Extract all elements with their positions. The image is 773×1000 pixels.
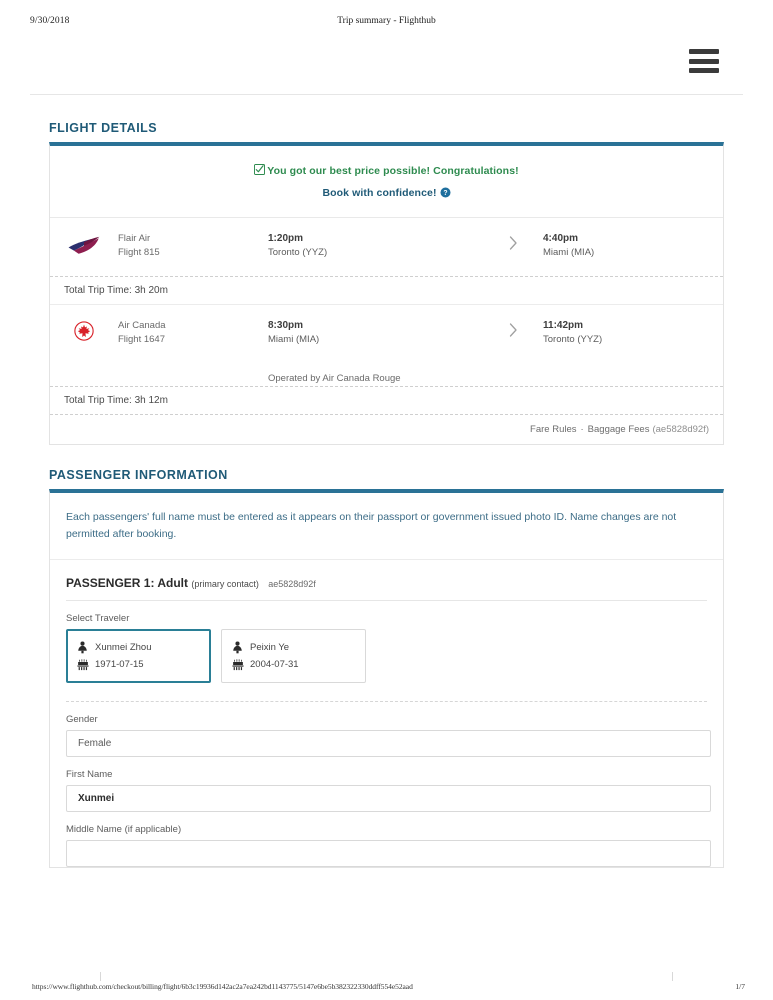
flight-leg-2: Air Canada Flight 1647 8:30pm Miami (MIA… (50, 305, 723, 363)
flight-leg-1-airline: Flair Air Flight 815 (118, 232, 268, 260)
traveler-name-line: Peixin Ye (232, 639, 355, 656)
traveler-card-xunmei-zhou[interactable]: Xunmei Zhou (66, 629, 211, 683)
birthday-cake-icon (232, 658, 250, 671)
flight-leg-1: Flair Air Flight 815 1:20pm Toronto (YYZ… (50, 218, 723, 276)
traveler-name: Peixin Ye (250, 642, 290, 653)
best-price-message: You got our best price possible! Congrat… (50, 163, 723, 178)
form-divider (66, 701, 707, 702)
flight-details-panel: You got our best price possible! Congrat… (49, 142, 724, 445)
departure-airport: Miami (MIA) (268, 334, 320, 345)
arrival-time: 4:40pm (543, 233, 579, 244)
print-header: 9/30/2018 Trip summary - Flighthub (0, 16, 773, 38)
chevron-right-icon (483, 232, 543, 253)
passenger-information-panel: Each passengers' full name must be enter… (49, 489, 724, 868)
book-confidence-text: Book with confidence! (322, 187, 437, 199)
footer-url: https://www.flighthub.com/checkout/billi… (32, 982, 413, 991)
first-name-label: First Name (66, 769, 113, 780)
person-icon (232, 641, 250, 654)
flight-leg-2-departure: 8:30pm Miami (MIA) (268, 319, 483, 347)
site-header (30, 40, 743, 95)
flight-number: Flight 1647 (118, 334, 166, 345)
traveler-birthdate: 1971-07-15 (95, 659, 144, 670)
flight-number: Flight 815 (118, 247, 160, 258)
arrival-time: 11:42pm (543, 320, 584, 331)
best-price-banner: You got our best price possible! Congrat… (50, 146, 723, 218)
passenger-information-heading: PASSENGER INFORMATION (49, 468, 228, 482)
middle-name-label: Middle Name (if applicable) (66, 824, 182, 835)
svg-text:?: ? (443, 190, 447, 197)
best-price-text: You got our best price possible! Congrat… (267, 165, 519, 177)
check-square-icon (254, 163, 266, 178)
departure-time: 8:30pm (268, 320, 304, 331)
traveler-card-peixin-ye[interactable]: Peixin Ye (221, 629, 366, 683)
print-title: Trip summary - Flighthub (337, 16, 436, 26)
flight-details-heading: FLIGHT DETAILS (49, 121, 158, 135)
footer-divider-right (672, 972, 673, 981)
traveler-name: Xunmei Zhou (95, 642, 152, 653)
arrival-airport: Miami (MIA) (543, 247, 595, 258)
passenger-1-code: ae5828d92f (268, 579, 316, 589)
print-date: 9/30/2018 (30, 16, 70, 26)
footer-divider-left (100, 972, 101, 981)
flight-leg-2-arrival: 11:42pm Toronto (YYZ) (543, 319, 723, 347)
gender-label: Gender (66, 714, 98, 725)
traveler-birthdate: 2004-07-31 (250, 659, 299, 670)
airline-name: Air Canada (118, 320, 166, 331)
passenger-1-label: PASSENGER 1: Adult (66, 576, 189, 590)
passenger-name-notice: Each passengers' full name must be enter… (50, 493, 723, 560)
footer-page-number: 1/7 (735, 982, 745, 991)
booking-code: (ae5828d92f) (652, 424, 709, 435)
person-icon (77, 641, 95, 654)
airline-name: Flair Air (118, 233, 151, 244)
first-name-input[interactable]: Xunmei (66, 785, 711, 812)
flight-leg-2-trip-time: Total Trip Time: 3h 12m (50, 386, 723, 414)
baggage-fees-link[interactable]: Baggage Fees (587, 424, 650, 435)
birthday-cake-icon (77, 658, 95, 671)
traveler-card-list: Xunmei Zhou (66, 629, 707, 683)
book-with-confidence: Book with confidence! ? (50, 187, 723, 201)
chevron-right-icon (483, 319, 543, 340)
gender-select[interactable]: Female (66, 730, 711, 757)
traveler-birthdate-line: 2004-07-31 (232, 656, 355, 673)
passenger-1-body: PASSENGER 1: Adult (primary contact) ae5… (50, 560, 723, 867)
operated-by-note: Operated by Air Canada Rouge (268, 373, 401, 384)
flight-leg-1-departure: 1:20pm Toronto (YYZ) (268, 232, 483, 260)
traveler-name-line: Xunmei Zhou (77, 639, 200, 656)
middle-name-input[interactable] (66, 840, 711, 867)
flight-leg-1-trip-time: Total Trip Time: 3h 20m (50, 276, 723, 305)
flair-air-logo (50, 232, 118, 258)
passenger-1-title: PASSENGER 1: Adult (primary contact) ae5… (66, 576, 707, 601)
departure-airport: Toronto (YYZ) (268, 247, 328, 258)
hamburger-menu-icon[interactable] (689, 49, 719, 73)
air-canada-logo (50, 319, 118, 341)
flight-leg-2-airline: Air Canada Flight 1647 (118, 319, 268, 347)
link-separator: · (580, 424, 584, 435)
flight-leg-1-arrival: 4:40pm Miami (MIA) (543, 232, 723, 260)
fare-rules-link[interactable]: Fare Rules (530, 424, 577, 435)
question-circle-icon[interactable]: ? (440, 187, 451, 201)
traveler-birthdate-line: 1971-07-15 (77, 656, 200, 673)
arrival-airport: Toronto (YYZ) (543, 334, 603, 345)
primary-contact-label: (primary contact) (191, 579, 259, 589)
fare-links-row: Fare Rules · Baggage Fees (ae5828d92f) (50, 414, 723, 444)
departure-time: 1:20pm (268, 233, 304, 244)
select-traveler-label: Select Traveler (66, 613, 130, 624)
